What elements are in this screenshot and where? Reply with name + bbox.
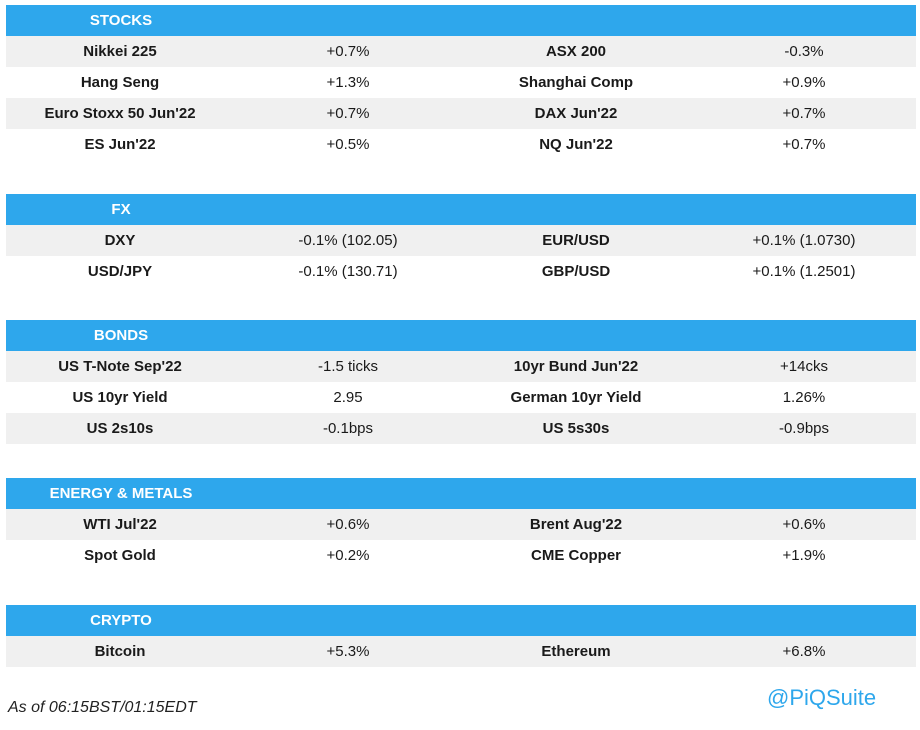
section-header: STOCKS bbox=[6, 5, 916, 36]
section-title: CRYPTO bbox=[90, 612, 152, 629]
table-row: Euro Stoxx 50 Jun'22 +0.7% DAX Jun'22 +0… bbox=[6, 98, 916, 129]
instrument-name: Euro Stoxx 50 Jun'22 bbox=[44, 105, 196, 122]
table-row: Nikkei 225 +0.7% ASX 200 -0.3% bbox=[6, 36, 916, 67]
table-row: WTI Jul'22 +0.6% Brent Aug'22 +0.6% bbox=[6, 509, 916, 540]
stocks-section: STOCKS Nikkei 225 +0.7% ASX 200 -0.3% Ha… bbox=[6, 5, 916, 160]
instrument-name: 10yr Bund Jun'22 bbox=[513, 358, 639, 375]
table-row: USD/JPY -0.1% (130.71) GBP/USD +0.1% (1.… bbox=[6, 256, 916, 287]
instrument-name: ES Jun'22 bbox=[84, 136, 156, 153]
table-row: US 10yr Yield 2.95 German 10yr Yield 1.2… bbox=[6, 382, 916, 413]
table-row: Hang Seng +1.3% Shanghai Comp +0.9% bbox=[6, 67, 916, 98]
section-header: ENERGY & METALS bbox=[6, 478, 916, 509]
instrument-value: +0.6% bbox=[326, 516, 370, 533]
instrument-value: +0.7% bbox=[326, 105, 370, 122]
instrument-value: +1.9% bbox=[782, 547, 826, 564]
table-row: US 2s10s -0.1bps US 5s30s -0.9bps bbox=[6, 413, 916, 444]
instrument-value: -0.3% bbox=[784, 43, 824, 60]
instrument-name: Shanghai Comp bbox=[518, 74, 634, 91]
instrument-name: Spot Gold bbox=[84, 547, 156, 564]
instrument-value: -0.1bps bbox=[322, 420, 374, 437]
instrument-name: Nikkei 225 bbox=[83, 43, 157, 60]
instrument-value: +5.3% bbox=[326, 643, 370, 660]
instrument-value: -0.9bps bbox=[778, 420, 830, 437]
instrument-name: German 10yr Yield bbox=[510, 389, 642, 406]
instrument-value: +0.7% bbox=[782, 105, 826, 122]
fx-section: FX DXY -0.1% (102.05) EUR/USD +0.1% (1.0… bbox=[6, 194, 916, 287]
instrument-name: Brent Aug'22 bbox=[529, 516, 623, 533]
instrument-value: 1.26% bbox=[782, 389, 826, 406]
instrument-value: +0.1% (1.0730) bbox=[752, 232, 856, 249]
table-row: US T-Note Sep'22 -1.5 ticks 10yr Bund Ju… bbox=[6, 351, 916, 382]
section-title: STOCKS bbox=[89, 12, 153, 29]
instrument-value: +0.7% bbox=[326, 43, 370, 60]
section-header: FX bbox=[6, 194, 916, 225]
section-title: ENERGY & METALS bbox=[49, 485, 193, 502]
crypto-section: CRYPTO Bitcoin +5.3% Ethereum +6.8% bbox=[6, 605, 916, 667]
instrument-name: WTI Jul'22 bbox=[83, 516, 157, 533]
instrument-name: USD/JPY bbox=[87, 263, 153, 280]
instrument-name: Hang Seng bbox=[80, 74, 160, 91]
table-row: Spot Gold +0.2% CME Copper +1.9% bbox=[6, 540, 916, 571]
table-row: ES Jun'22 +0.5% NQ Jun'22 +0.7% bbox=[6, 129, 916, 160]
instrument-name: NQ Jun'22 bbox=[539, 136, 613, 153]
instrument-name: ASX 200 bbox=[545, 43, 607, 60]
instrument-name: US 2s10s bbox=[86, 420, 154, 437]
instrument-name: CME Copper bbox=[531, 547, 621, 564]
instrument-name: DAX Jun'22 bbox=[534, 105, 618, 122]
section-title: FX bbox=[111, 201, 131, 218]
section-header: CRYPTO bbox=[6, 605, 916, 636]
twitter-handle: @PiQSuite bbox=[767, 685, 877, 710]
instrument-value: +0.9% bbox=[782, 74, 826, 91]
instrument-name: US 5s30s bbox=[542, 420, 610, 437]
instrument-value: +0.6% bbox=[782, 516, 826, 533]
instrument-value: +0.2% bbox=[326, 547, 370, 564]
instrument-value: 2.95 bbox=[333, 389, 363, 406]
instrument-name: DXY bbox=[104, 232, 136, 249]
instrument-name: Bitcoin bbox=[94, 643, 146, 660]
instrument-name: US 10yr Yield bbox=[72, 389, 168, 406]
instrument-value: +14cks bbox=[780, 358, 828, 375]
instrument-name: GBP/USD bbox=[541, 263, 611, 280]
instrument-value: -1.5 ticks bbox=[317, 358, 378, 375]
section-title: BONDS bbox=[93, 327, 149, 344]
instrument-name: Ethereum bbox=[541, 643, 611, 660]
section-header: BONDS bbox=[6, 320, 916, 351]
instrument-value: +0.5% bbox=[326, 136, 370, 153]
table-row: Bitcoin +5.3% Ethereum +6.8% bbox=[6, 636, 916, 667]
instrument-name: US T-Note Sep'22 bbox=[58, 358, 182, 375]
bonds-section: BONDS US T-Note Sep'22 -1.5 ticks 10yr B… bbox=[6, 320, 916, 444]
timestamp: As of 06:15BST/01:15EDT bbox=[8, 699, 197, 716]
table-row: DXY -0.1% (102.05) EUR/USD +0.1% (1.0730… bbox=[6, 225, 916, 256]
instrument-value: +6.8% bbox=[782, 643, 826, 660]
instrument-value: -0.1% (102.05) bbox=[298, 232, 398, 249]
instrument-value: -0.1% (130.71) bbox=[298, 263, 398, 280]
instrument-value: +0.1% (1.2501) bbox=[752, 263, 856, 280]
instrument-name: EUR/USD bbox=[542, 232, 610, 249]
energy-metals-section: ENERGY & METALS WTI Jul'22 +0.6% Brent A… bbox=[6, 478, 916, 571]
instrument-value: +1.3% bbox=[326, 74, 370, 91]
instrument-value: +0.7% bbox=[782, 136, 826, 153]
